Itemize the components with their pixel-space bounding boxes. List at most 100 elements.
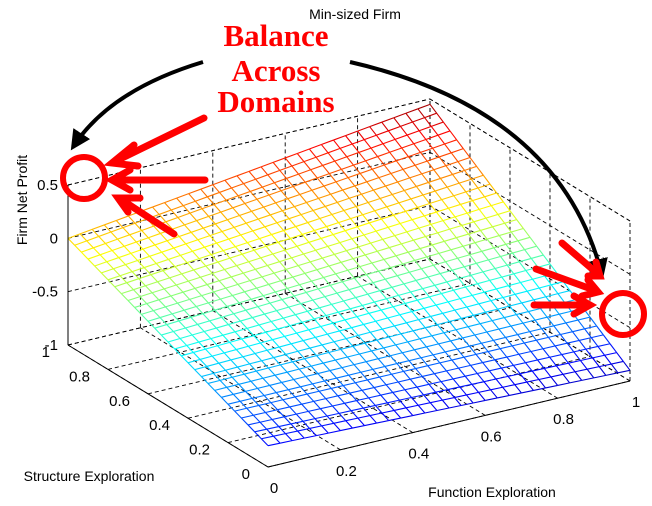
mesh-segment [403,190,412,200]
mesh-segment [437,130,451,136]
mesh-segment [351,238,359,248]
mesh-segment [359,266,367,276]
mesh-segment [159,317,168,325]
mesh-segment [346,246,359,252]
mesh-segment [332,405,340,414]
mesh-segment [161,247,174,253]
mesh-segment [379,198,388,208]
mesh-segment [304,435,317,439]
mesh-segment [175,284,184,293]
mesh-segment [191,331,205,336]
mesh-segment [397,271,410,277]
mesh-segment [300,214,309,223]
mesh-segment [532,275,545,280]
mesh-segment [433,261,446,266]
mesh-segment [447,389,455,398]
mesh-segment [264,313,272,322]
mesh-segment [286,173,299,179]
mesh-segment [172,224,185,230]
mesh-segment [440,293,449,303]
mesh-segment [336,377,344,386]
mesh-segment [490,300,499,310]
mesh-segment [411,307,425,313]
mesh-segment [315,245,328,251]
mesh-segment [473,314,481,325]
mesh-segment [179,338,188,346]
mesh-segment [273,268,287,274]
mesh-segment [352,254,366,260]
mesh-segment [310,257,323,263]
mesh-segment [80,251,89,260]
mesh-segment [296,410,309,415]
mesh-segment [154,240,168,246]
mesh-segment [240,417,249,426]
z-tick-labels: -1-0.500.5 [32,177,58,354]
mesh-segment [266,346,280,351]
mesh-segment [206,366,214,374]
mesh-segment [442,121,451,132]
mesh-segment [474,331,487,336]
mesh-segment [330,193,338,203]
mesh-segment [251,206,264,212]
mesh-segment [250,298,259,308]
mesh-segment [366,181,374,191]
mesh-segment [356,400,364,409]
mesh-segment [422,288,430,298]
mesh-segment [127,296,141,302]
mesh-segment [413,138,427,145]
y-axis-line [67,344,269,468]
mesh-segment [152,206,160,215]
mesh-segment [147,237,156,246]
mesh-segment [280,276,293,282]
back-wall-grid-line [67,205,431,293]
mesh-segment [408,360,417,369]
mesh-segment [459,298,468,308]
mesh-segment [466,303,480,308]
mesh-segment [231,373,245,378]
mesh-segment [446,370,454,380]
mesh-segment [164,284,177,290]
mesh-segment [504,314,517,319]
mesh-segment [329,168,342,175]
mesh-segment [497,210,511,215]
mesh-segment [597,346,606,356]
mesh-segment [233,226,242,236]
mesh-segment [445,165,453,175]
mesh-segment [343,382,356,387]
mesh-segment [245,390,253,399]
mesh-segment [426,252,440,258]
mesh-segment [394,235,402,245]
mesh-segment [188,193,196,202]
mesh-segment [428,296,437,306]
mesh-segment [208,215,216,225]
mesh-segment [348,374,356,384]
mesh-segment [268,280,281,285]
mesh-segment [524,249,532,259]
mesh-segment [120,293,129,301]
mesh-segment [441,289,454,295]
mesh-segment [331,214,339,223]
mesh-segment [360,368,373,373]
mesh-segment [379,193,393,200]
mesh-segment [495,375,509,380]
mesh-segment [170,291,184,297]
mesh-segment [263,206,271,216]
mesh-segment [610,363,619,374]
mesh-segment [339,242,347,251]
mesh-segment [329,370,338,379]
mesh-segment [383,344,396,349]
mesh-segment [457,157,471,163]
mesh-segment [447,386,460,391]
mesh-segment [465,283,478,288]
mesh-segment [448,203,461,209]
mesh-segment [194,369,202,377]
mesh-segment [622,361,631,371]
mesh-segment [246,324,260,329]
mesh-segment [436,207,449,213]
mesh-segment [427,273,441,278]
mesh-segment [240,230,253,236]
mesh-segment [341,281,350,291]
mesh-segment [270,402,278,411]
mesh-segment [287,389,296,398]
mesh-segment [297,148,310,154]
